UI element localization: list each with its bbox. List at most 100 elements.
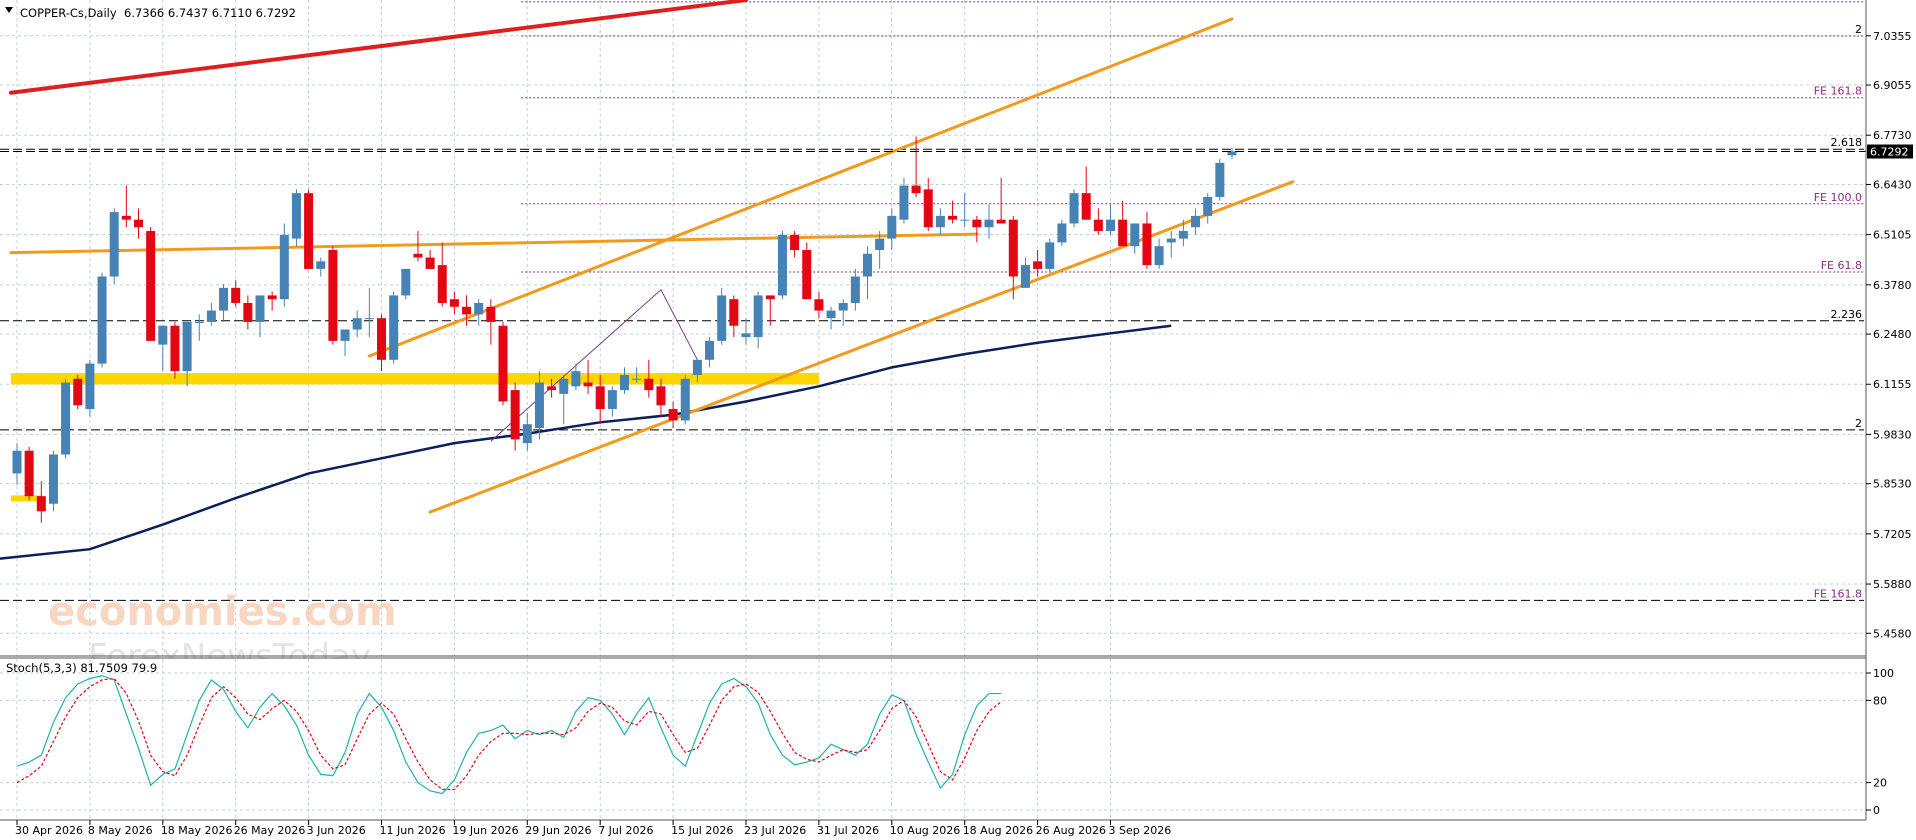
stoch-tick-label: 0 bbox=[1873, 804, 1880, 817]
time-tick-label: 26 May 2026 bbox=[234, 824, 306, 837]
ohlc-values: 6.7366 6.7437 6.7110 6.7292 bbox=[124, 6, 296, 20]
candle-body bbox=[389, 295, 399, 360]
candle-body bbox=[875, 238, 885, 250]
price-tick-label: 6.5105 bbox=[1873, 229, 1912, 242]
fib-level-label: 2.236 bbox=[1831, 308, 1863, 321]
fib-level-label: 2.236 bbox=[1831, 0, 1863, 2]
price-tick-label: 5.8530 bbox=[1873, 478, 1912, 491]
price-tick-label: 6.3780 bbox=[1873, 279, 1912, 292]
candle-body bbox=[583, 382, 593, 387]
candle-body bbox=[219, 287, 229, 311]
fib-level-label: 2 bbox=[1855, 23, 1862, 36]
candle-body bbox=[182, 321, 192, 372]
time-tick-label: 11 Jun 2026 bbox=[380, 824, 446, 837]
fib-level-label: FE 161.8 bbox=[1814, 85, 1862, 98]
candle-body bbox=[48, 454, 58, 504]
collapse-triangle-icon[interactable] bbox=[5, 7, 13, 13]
candle-body bbox=[36, 496, 46, 512]
candle-body bbox=[291, 193, 301, 239]
fib-level-label: 2 bbox=[1855, 417, 1862, 430]
candle-body bbox=[1227, 151, 1237, 156]
time-tick-label: 18 May 2026 bbox=[161, 824, 233, 837]
candle-body bbox=[12, 450, 22, 474]
candle-body bbox=[109, 212, 119, 277]
candle-body bbox=[328, 249, 338, 341]
stoch-panel-bg bbox=[0, 659, 1866, 819]
candle-body bbox=[717, 295, 727, 341]
time-tick-label: 3 Jun 2026 bbox=[307, 824, 366, 837]
candle-body bbox=[498, 325, 508, 402]
candle-body bbox=[437, 265, 447, 304]
grid bbox=[0, 0, 1866, 656]
price-tick-label: 6.1155 bbox=[1873, 378, 1912, 391]
time-tick-label: 3 Sep 2026 bbox=[1109, 824, 1172, 837]
candle-body bbox=[61, 382, 71, 455]
fib-level-label: FE 100.0 bbox=[1814, 191, 1862, 204]
candle-body bbox=[352, 318, 362, 330]
price-tick-label: 6.2480 bbox=[1873, 328, 1912, 341]
candle-body bbox=[802, 249, 812, 300]
candle-body bbox=[777, 234, 787, 296]
candle-body bbox=[644, 378, 654, 391]
chart-header: COPPER-Cs,Daily 6.7366 6.7437 6.7110 6.7… bbox=[5, 6, 296, 20]
candle-body bbox=[1081, 193, 1091, 220]
candle-body bbox=[935, 215, 945, 228]
candle-body bbox=[705, 340, 715, 360]
time-tick-label: 19 Jun 2026 bbox=[452, 824, 518, 837]
candle-body bbox=[899, 185, 909, 220]
candle-body bbox=[632, 378, 642, 380]
candle-body bbox=[887, 215, 897, 239]
candle-body bbox=[680, 378, 690, 421]
candle-body bbox=[1142, 223, 1152, 266]
candle-body bbox=[146, 231, 156, 341]
symbol-label: COPPER-Cs,Daily bbox=[20, 6, 117, 20]
fib-level-label: FE 161.8 bbox=[1814, 587, 1862, 600]
time-tick-label: 30 Apr 2026 bbox=[15, 824, 83, 837]
time-tick-label: 15 Jul 2026 bbox=[671, 824, 733, 837]
candle-body bbox=[656, 386, 666, 406]
candle-body bbox=[826, 310, 836, 319]
candle-body bbox=[692, 359, 702, 375]
candle-body bbox=[1166, 238, 1176, 243]
candle-body bbox=[668, 409, 678, 421]
price-tick-label: 5.7205 bbox=[1873, 528, 1912, 541]
stoch-tick-label: 80 bbox=[1873, 694, 1887, 707]
time-tick-label: 23 Jul 2026 bbox=[744, 824, 806, 837]
candle-body bbox=[340, 329, 350, 341]
last-price-label: 6.7292 bbox=[1870, 146, 1909, 159]
price-tick-label: 6.9055 bbox=[1873, 79, 1912, 92]
candle-body bbox=[838, 303, 848, 311]
time-tick-label: 26 Aug 2026 bbox=[1036, 824, 1106, 837]
stoch-main-line bbox=[16, 675, 1002, 795]
candle-body bbox=[486, 306, 496, 322]
candle-body bbox=[790, 234, 800, 250]
candle-body bbox=[972, 219, 982, 228]
fibonacci-levels: 2.236 2 FE 161.8 2.618 FE 100.0 FE 61.8 2.236 2… bbox=[0, 0, 1864, 601]
candle-body bbox=[547, 386, 557, 391]
candle-body bbox=[1203, 196, 1213, 216]
candle-body bbox=[462, 306, 472, 315]
trendline-red-resistance bbox=[8, 0, 748, 95]
candle-body bbox=[850, 276, 860, 304]
price-tick-label: 5.5880 bbox=[1873, 578, 1912, 591]
stoch-axis: 100 80 20 0 bbox=[1866, 667, 1894, 817]
price-tick-label: 5.4580 bbox=[1873, 627, 1912, 640]
candle-body bbox=[1215, 162, 1225, 197]
candle-body bbox=[534, 382, 544, 428]
fib-level-label: FE 61.8 bbox=[1821, 259, 1862, 272]
candle-body bbox=[243, 303, 253, 322]
candle-body bbox=[1191, 215, 1201, 228]
candle-body bbox=[559, 378, 569, 394]
time-tick-label: 10 Aug 2026 bbox=[890, 824, 960, 837]
trendline-channel-upper bbox=[367, 17, 1234, 358]
last-price-marker: 6.7292 bbox=[0, 144, 1913, 159]
candle-body bbox=[814, 299, 824, 311]
candle-body bbox=[24, 450, 34, 497]
candle-body bbox=[316, 261, 326, 269]
candle-body bbox=[741, 333, 751, 338]
stoch-tick-label: 20 bbox=[1873, 777, 1887, 790]
price-tick-label: 6.7730 bbox=[1873, 129, 1912, 142]
candle-body bbox=[607, 390, 617, 410]
support-zone bbox=[10, 373, 819, 385]
